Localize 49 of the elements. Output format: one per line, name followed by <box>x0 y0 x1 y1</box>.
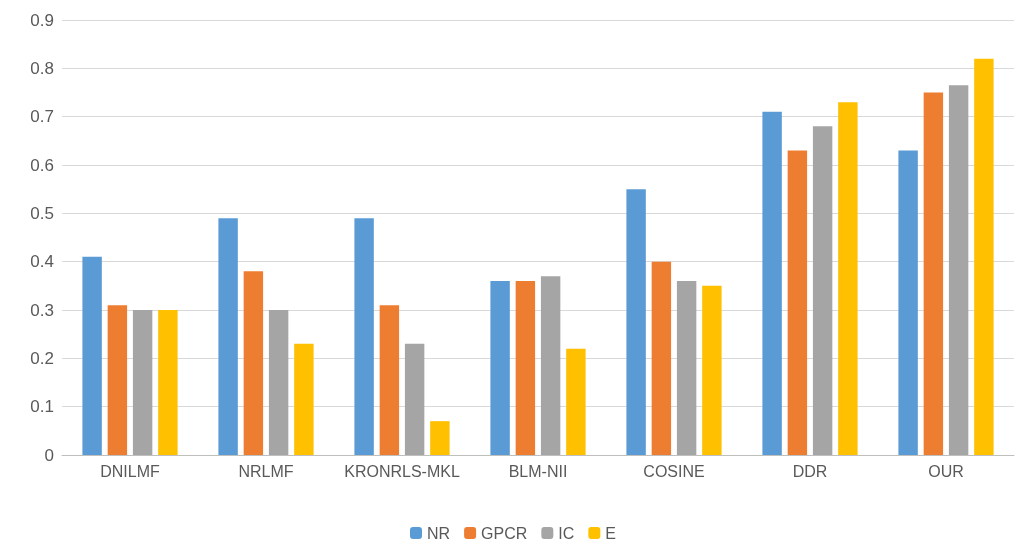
bar <box>354 218 374 455</box>
bar <box>676 281 697 455</box>
bar <box>218 218 238 455</box>
bar <box>974 58 994 455</box>
bar <box>132 310 153 455</box>
y-tick-label: 0.4 <box>30 252 54 272</box>
bar <box>379 305 400 455</box>
bar <box>490 281 510 455</box>
x-tick-label: NRLMF <box>238 462 294 480</box>
y-tick-label: 0.3 <box>30 300 54 320</box>
y-tick-label: 0.8 <box>30 58 54 78</box>
x-tick-label: DNILMF <box>100 462 160 480</box>
legend-label: E <box>605 524 616 542</box>
bar <box>82 256 102 455</box>
bar <box>812 126 833 455</box>
y-tick-label: 0.5 <box>30 203 54 223</box>
legend-label: NR <box>427 524 451 542</box>
bar <box>268 310 289 455</box>
bar <box>515 281 536 455</box>
y-tick-label: 0.6 <box>30 155 54 175</box>
bar <box>294 343 314 455</box>
bar <box>923 92 944 455</box>
legend-label: IC <box>558 524 575 542</box>
y-tick-label: 0.2 <box>30 348 54 368</box>
y-tick-label: 0.9 <box>30 10 54 30</box>
bar <box>540 276 561 455</box>
x-tick-label: BLM-NII <box>508 462 568 480</box>
bar <box>626 189 646 455</box>
bar <box>651 261 672 455</box>
legend-label: GPCR <box>481 524 528 542</box>
bar <box>948 85 969 455</box>
y-tick-label: 0.7 <box>30 107 54 127</box>
bar <box>158 310 178 455</box>
bar <box>243 271 264 455</box>
bar <box>702 285 722 455</box>
bar <box>107 305 128 455</box>
x-tick-label: COSINE <box>643 462 705 480</box>
x-tick-label: KRONRLS-MKL <box>344 462 460 480</box>
bar <box>430 421 450 455</box>
x-tick-label: DDR <box>792 462 828 480</box>
y-tick-label: 0.1 <box>30 397 54 417</box>
x-tick-label: OUR <box>928 462 964 480</box>
bar <box>838 102 858 455</box>
bar <box>898 150 918 455</box>
bar <box>787 150 808 455</box>
y-tick-label: 0 <box>44 445 54 465</box>
bar <box>566 348 586 455</box>
bar <box>404 343 425 455</box>
bar <box>762 111 782 455</box>
